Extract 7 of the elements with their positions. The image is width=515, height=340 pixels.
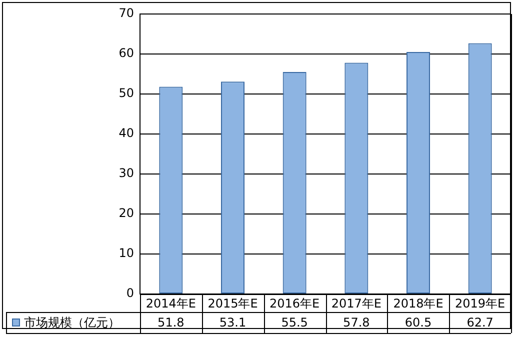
y-tick-label: 60 bbox=[118, 46, 134, 60]
y-tick-label: 50 bbox=[118, 86, 134, 100]
y-tick-label: 70 bbox=[118, 6, 134, 20]
y-tick-label: 10 bbox=[118, 246, 134, 260]
y-tick-label: 30 bbox=[118, 166, 134, 180]
y-tick-label: 40 bbox=[118, 126, 134, 140]
y-tick-label: 20 bbox=[118, 206, 134, 220]
